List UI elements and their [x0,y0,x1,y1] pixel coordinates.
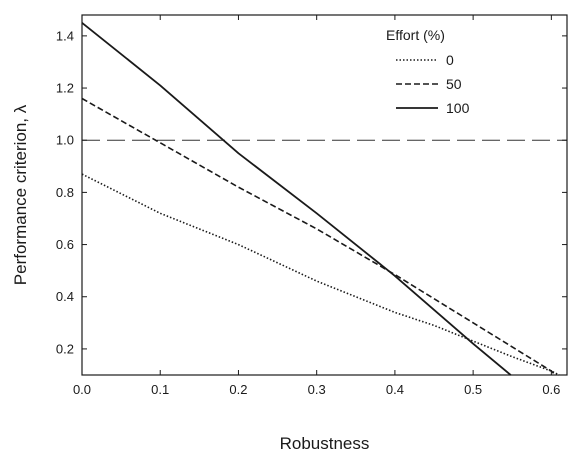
series-line-0 [81,173,560,376]
x-tick-label: 0.6 [542,382,560,397]
legend-label: 50 [446,76,462,92]
legend-title: Effort (%) [386,27,445,43]
x-tick-label: 0.1 [151,382,169,397]
x-axis-title: Robustness [280,434,370,453]
series-line-50 [81,97,556,376]
legend-label: 100 [446,100,470,116]
y-tick-label: 1.4 [56,28,74,43]
plot-frame [81,14,568,376]
y-tick-label: 0.4 [56,289,74,304]
series-line-100 [81,22,512,376]
y-tick-label: 0.8 [56,185,74,200]
x-tick-label: 0.3 [308,382,326,397]
y-tick-label: 0.2 [56,341,74,356]
legend: Effort (%) 0 50 100 [386,27,470,116]
y-tick-label: 1.0 [56,133,74,148]
x-tick-label: 0.4 [386,382,404,397]
y-axis-title: Performance criterion, λ [11,104,30,285]
y-tick-label: 1.2 [56,81,74,96]
x-tick-label: 0.5 [464,382,482,397]
x-tick-label: 0.2 [229,382,247,397]
x-tick-label: 0.0 [73,382,91,397]
y-tick-label: 0.6 [56,237,74,252]
legend-label: 0 [446,52,454,68]
